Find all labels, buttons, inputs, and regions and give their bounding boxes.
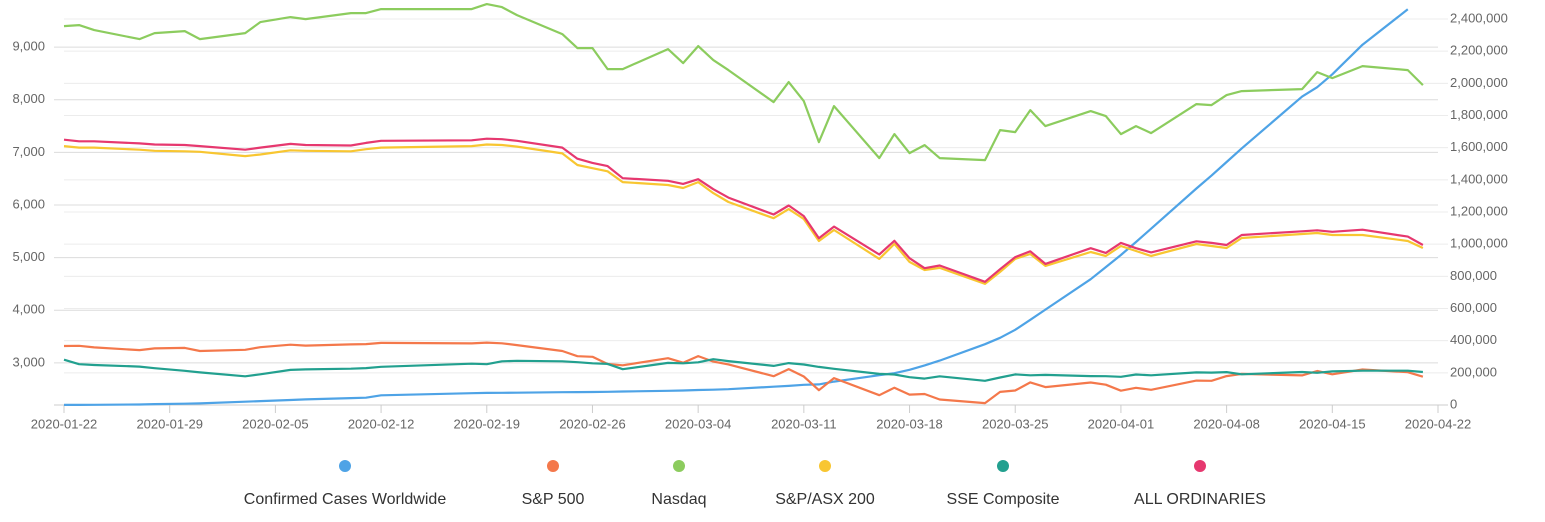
x-tick-label: 2020-01-22 xyxy=(31,416,98,431)
legend-label[interactable]: Nasdaq xyxy=(651,491,706,508)
x-tick-label: 2020-04-15 xyxy=(1299,416,1366,431)
x-tick-label: 2020-02-26 xyxy=(559,416,626,431)
x-tick-label: 2020-03-04 xyxy=(665,416,732,431)
y2-tick-label: 1,600,000 xyxy=(1450,139,1508,154)
x-tick-label: 2020-02-19 xyxy=(454,416,521,431)
legend-marker[interactable] xyxy=(819,460,831,472)
y2-tick-label: 1,200,000 xyxy=(1450,203,1508,218)
x-tick-label: 2020-04-22 xyxy=(1405,416,1472,431)
y2-tick-label: 800,000 xyxy=(1450,268,1497,283)
x-tick-label: 2020-03-18 xyxy=(876,416,943,431)
y-tick-label: 9,000 xyxy=(12,39,45,54)
legend-label[interactable]: ALL ORDINARIES xyxy=(1134,491,1266,508)
legend-marker[interactable] xyxy=(1194,460,1206,472)
y2-tick-label: 1,000,000 xyxy=(1450,236,1508,251)
series-line xyxy=(63,137,1424,283)
y-tick-label: 7,000 xyxy=(12,144,45,159)
y2-tick-label: 1,400,000 xyxy=(1450,171,1508,186)
x-tick-label: 2020-02-12 xyxy=(348,416,415,431)
x-tick-label: 2020-02-05 xyxy=(242,416,309,431)
legend-marker[interactable] xyxy=(547,460,559,472)
y-tick-label: 3,000 xyxy=(12,354,45,369)
y2-tick-label: 200,000 xyxy=(1450,364,1497,379)
y2-tick-label: 0 xyxy=(1450,396,1457,411)
y-tick-label: 5,000 xyxy=(12,249,45,264)
y2-tick-label: 2,200,000 xyxy=(1450,43,1508,58)
x-tick-label: 2020-03-25 xyxy=(982,416,1049,431)
series-line xyxy=(63,358,1423,382)
x-tick-label: 2020-04-01 xyxy=(1088,416,1155,431)
legend-label[interactable]: Confirmed Cases Worldwide xyxy=(244,491,447,508)
x-tick-label: 2020-03-11 xyxy=(771,416,837,431)
legend-label[interactable]: S&P 500 xyxy=(522,491,585,508)
y-tick-label: 4,000 xyxy=(12,302,45,317)
legend-marker[interactable] xyxy=(673,460,685,472)
series-line xyxy=(63,2,1424,162)
series-line xyxy=(63,341,1424,405)
legend-label[interactable]: SSE Composite xyxy=(947,491,1060,508)
legend-marker[interactable] xyxy=(997,460,1009,472)
y2-tick-label: 2,000,000 xyxy=(1450,75,1508,90)
x-tick-label: 2020-01-29 xyxy=(136,416,203,431)
y-tick-label: 6,000 xyxy=(12,196,45,211)
y2-tick-label: 2,400,000 xyxy=(1450,10,1508,25)
y2-tick-label: 600,000 xyxy=(1450,300,1497,315)
y2-tick-label: 400,000 xyxy=(1450,332,1497,347)
series-line xyxy=(64,8,1409,406)
series-line xyxy=(63,143,1424,285)
legend-label[interactable]: S&P/ASX 200 xyxy=(775,491,875,508)
y2-tick-label: 1,800,000 xyxy=(1450,107,1508,122)
y-tick-label: 8,000 xyxy=(12,91,45,106)
legend-marker[interactable] xyxy=(339,460,351,472)
x-tick-label: 2020-04-08 xyxy=(1193,416,1260,431)
